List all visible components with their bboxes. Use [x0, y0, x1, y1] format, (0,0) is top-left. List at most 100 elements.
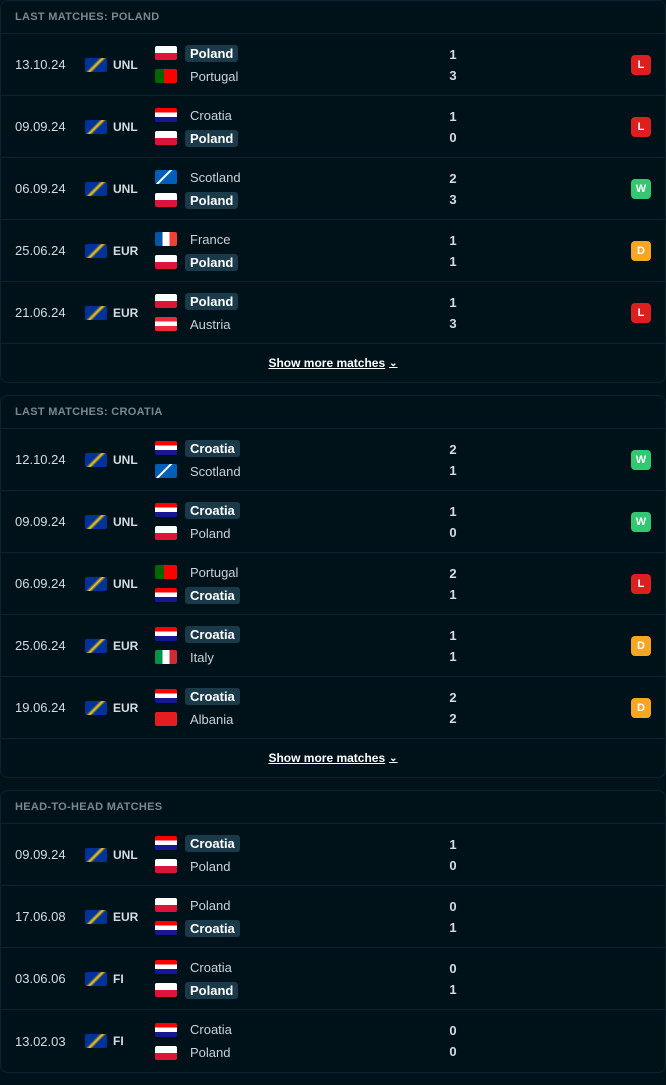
flag-icon — [155, 650, 177, 664]
team-away: Poland — [155, 254, 433, 271]
team-away: Austria — [155, 316, 433, 333]
flag-icon — [155, 317, 177, 331]
match-row[interactable]: 25.06.24 EUR Croatia Italy 1 1 D — [1, 615, 665, 677]
team-name: Croatia — [185, 502, 240, 519]
teams: Croatia Poland — [155, 502, 433, 542]
match-row[interactable]: 09.09.24 UNL Croatia Poland 1 0 — [1, 96, 665, 158]
score-away: 1 — [433, 649, 473, 664]
flag-icon — [155, 170, 177, 184]
competition-label: EUR — [113, 244, 138, 258]
flag-icon — [155, 983, 177, 997]
teams: Croatia Albania — [155, 688, 433, 728]
team-name: Austria — [185, 316, 235, 333]
team-name: Croatia — [185, 626, 240, 643]
flag-icon — [155, 960, 177, 974]
match-row[interactable]: 03.06.06 FI Croatia Poland 0 1 — [1, 948, 665, 1010]
team-away: Poland — [155, 982, 433, 999]
match-row[interactable]: 19.06.24 EUR Croatia Albania 2 2 — [1, 677, 665, 739]
score-home: 0 — [433, 1023, 473, 1038]
score-home: 1 — [433, 837, 473, 852]
result: L — [623, 117, 651, 137]
competition: EUR — [85, 244, 155, 258]
teams: France Poland — [155, 231, 433, 271]
scores: 1 0 — [433, 109, 473, 145]
flag-icon — [155, 859, 177, 873]
team-away: Albania — [155, 711, 433, 728]
match-row[interactable]: 21.06.24 EUR Poland Austria 1 3 — [1, 282, 665, 344]
team-name: Albania — [185, 711, 238, 728]
result: D — [623, 241, 651, 261]
match-row[interactable]: 09.09.24 UNL Croatia Poland 1 0 — [1, 824, 665, 886]
competition: EUR — [85, 306, 155, 320]
team-home: Croatia — [155, 626, 433, 643]
competition-icon — [85, 120, 107, 134]
competition: UNL — [85, 515, 155, 529]
team-home: Portugal — [155, 564, 433, 581]
flag-icon — [155, 526, 177, 540]
show-more-button[interactable]: Show more matches⌄ — [1, 344, 665, 382]
competition-label: FI — [113, 972, 124, 986]
teams: Croatia Poland — [155, 1021, 433, 1061]
team-name: Poland — [185, 858, 235, 875]
score-away: 3 — [433, 316, 473, 331]
team-name: Poland — [185, 293, 238, 310]
match-row[interactable]: 13.02.03 FI Croatia Poland 0 0 — [1, 1010, 665, 1072]
team-name: France — [185, 231, 235, 248]
match-row[interactable]: 25.06.24 EUR France Poland 1 1 D — [1, 220, 665, 282]
match-row[interactable]: 13.10.24 UNL Poland Portugal 1 3 — [1, 34, 665, 96]
teams: Poland Portugal — [155, 45, 433, 85]
flag-icon — [155, 69, 177, 83]
match-row[interactable]: 06.09.24 UNL Portugal Croatia 2 1 — [1, 553, 665, 615]
score-away: 3 — [433, 68, 473, 83]
team-name: Poland — [185, 982, 238, 999]
team-name: Croatia — [185, 920, 240, 937]
flag-icon — [155, 712, 177, 726]
competition-label: UNL — [113, 58, 138, 72]
section-header: LAST MATCHES: CROATIA — [1, 396, 665, 429]
team-name: Croatia — [185, 959, 237, 976]
competition-icon — [85, 848, 107, 862]
competition-label: EUR — [113, 701, 138, 715]
match-row[interactable]: 09.09.24 UNL Croatia Poland 1 0 — [1, 491, 665, 553]
team-name: Poland — [185, 192, 238, 209]
scores: 2 1 — [433, 442, 473, 478]
match-date: 09.09.24 — [15, 119, 85, 134]
teams: Poland Croatia — [155, 897, 433, 937]
competition: UNL — [85, 182, 155, 196]
flag-icon — [155, 46, 177, 60]
competition-label: UNL — [113, 577, 138, 591]
scores: 1 3 — [433, 295, 473, 331]
match-row[interactable]: 06.09.24 UNL Scotland Poland 2 3 — [1, 158, 665, 220]
match-row[interactable]: 12.10.24 UNL Croatia Scotland 2 1 — [1, 429, 665, 491]
match-date: 25.06.24 — [15, 243, 85, 258]
match-date: 13.10.24 — [15, 57, 85, 72]
team-home: Croatia — [155, 107, 433, 124]
team-home: Scotland — [155, 169, 433, 186]
flag-icon — [155, 689, 177, 703]
competition-icon — [85, 182, 107, 196]
team-name: Scotland — [185, 463, 246, 480]
competition-label: EUR — [113, 910, 138, 924]
score-away: 1 — [433, 982, 473, 997]
flag-icon — [155, 193, 177, 207]
scores: 2 1 — [433, 566, 473, 602]
score-home: 2 — [433, 442, 473, 457]
match-date: 06.09.24 — [15, 181, 85, 196]
team-home: Poland — [155, 897, 433, 914]
scores: 2 3 — [433, 171, 473, 207]
show-more-label: Show more matches — [268, 751, 385, 765]
chevron-down-icon: ⌄ — [389, 753, 397, 764]
match-row[interactable]: 17.06.08 EUR Poland Croatia 0 1 — [1, 886, 665, 948]
competition-icon — [85, 577, 107, 591]
team-away: Poland — [155, 525, 433, 542]
team-away: Poland — [155, 130, 433, 147]
score-home: 0 — [433, 961, 473, 976]
team-home: Croatia — [155, 688, 433, 705]
flag-icon — [155, 108, 177, 122]
show-more-button[interactable]: Show more matches ⌄ — [1, 739, 665, 777]
match-date: 09.09.24 — [15, 514, 85, 529]
section-header: LAST MATCHES: POLAND — [1, 1, 665, 34]
competition-label: UNL — [113, 453, 138, 467]
score-away: 0 — [433, 858, 473, 873]
competition-icon — [85, 453, 107, 467]
